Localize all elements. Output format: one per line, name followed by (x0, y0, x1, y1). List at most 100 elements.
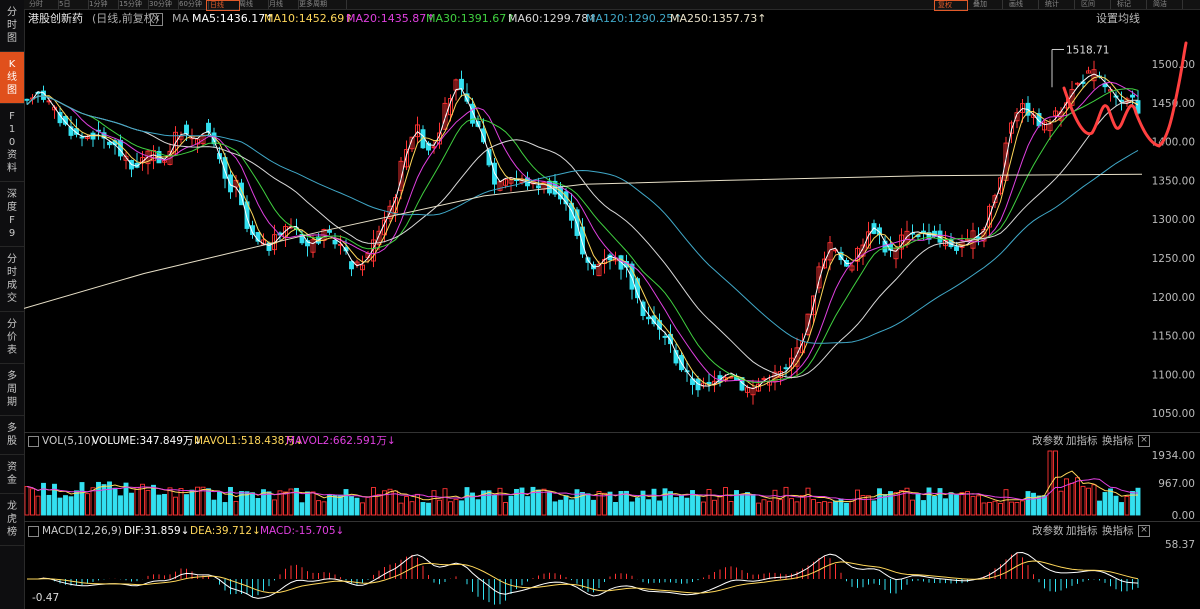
tab-period-6[interactable]: 日线 (206, 0, 240, 11)
tab-tool-6[interactable]: 简洁 (1150, 0, 1183, 9)
candle-body (822, 258, 827, 269)
price-axis-tick: 1250.00 (1152, 253, 1195, 265)
volume-bar (613, 501, 618, 516)
sidebar-item-1[interactable]: K线图 (0, 52, 24, 104)
ma-settings-button[interactable]: 设置均线 (1096, 12, 1140, 25)
hand-drawn-annotation (1062, 41, 1188, 148)
volume-bar (772, 489, 778, 516)
macd-switch-indicator-button[interactable]: 换指标 (1102, 525, 1134, 537)
tab-period-7[interactable]: 周线 (236, 0, 269, 9)
volume-bar (783, 486, 789, 516)
volume-bar (563, 495, 569, 516)
sidebar-item-3[interactable]: 深度F9 (0, 182, 24, 247)
tab-period-3[interactable]: 15分钟 (116, 0, 149, 9)
vol-add-indicator-button[interactable]: 加指标 (1066, 435, 1098, 447)
tab-tool-2[interactable]: 画线 (1006, 0, 1039, 9)
volume-bar (481, 490, 486, 516)
macd-change-params-button[interactable]: 改参数 (1032, 525, 1064, 537)
volume-bar (233, 500, 239, 516)
volume-bar (596, 491, 602, 516)
checkbox-icon[interactable] (28, 436, 39, 447)
close-icon[interactable]: × (150, 13, 163, 26)
volume-bar (343, 489, 349, 516)
volume-bar (959, 492, 965, 516)
sidebar-item-2[interactable]: F10资料 (0, 104, 24, 182)
volume-bar (893, 492, 899, 516)
candle-body (514, 179, 519, 182)
macd-add-indicator-button[interactable]: 加指标 (1066, 525, 1098, 537)
sidebar-item-label: 多周期 (7, 371, 17, 408)
volume-bar (800, 495, 805, 516)
volume-bar (332, 494, 338, 516)
volume-bar (162, 493, 167, 516)
close-icon[interactable]: × (1138, 435, 1150, 447)
candle-body (877, 227, 882, 236)
volume-bar (778, 499, 783, 516)
tab-tool-5[interactable]: 标记 (1114, 0, 1147, 9)
volume-bar (431, 490, 437, 516)
volume-bar (816, 502, 822, 516)
candle-body (85, 136, 90, 139)
volume-bar (948, 492, 954, 516)
close-icon[interactable]: × (1138, 525, 1150, 537)
sidebar-item-5[interactable]: 分价表 (0, 312, 24, 364)
macd-chart[interactable]: 58.37 -0.47 (24, 539, 1200, 609)
macd-header: MACD(12,26,9) DIF:31.859↓ DEA:39.712↓ MA… (24, 523, 1200, 539)
candle-body (371, 239, 376, 262)
volume-bar (970, 495, 976, 516)
sidebar-item-label: 资金 (7, 462, 17, 486)
ma20-line (26, 81, 1139, 383)
candle-body (954, 246, 959, 251)
candle-body (349, 261, 354, 270)
tab-tool-4[interactable]: 区间 (1078, 0, 1111, 9)
tab-tool-3[interactable]: 统计 (1042, 0, 1075, 9)
candle-body (305, 240, 310, 247)
tab-tool-1[interactable]: 叠加 (970, 0, 1003, 9)
volume-bar (85, 493, 90, 516)
volume-chart[interactable]: 1934.00 967.00 0.00 (24, 449, 1200, 521)
sidebar-item-4[interactable]: 分时成交 (0, 247, 24, 312)
sidebar-item-8[interactable]: 资金 (0, 455, 24, 494)
tab-tool-0[interactable]: 复权 (934, 0, 968, 11)
tab-period-0[interactable]: 分时 (26, 0, 59, 9)
volume-bar (690, 490, 695, 516)
candle-body (107, 141, 112, 146)
sidebar-item-7[interactable]: 多股 (0, 416, 24, 455)
candle-body (745, 387, 750, 393)
volume-bar (822, 501, 827, 516)
volume-bar (57, 497, 63, 516)
volume-bar (536, 489, 541, 516)
candle-body (833, 249, 838, 252)
volume-header: VOL(5,10) VOLUME:347.849万↓ MAVOL1:518.43… (24, 433, 1200, 449)
sidebar-item-6[interactable]: 多周期 (0, 364, 24, 416)
checkbox-icon[interactable] (28, 526, 39, 537)
volume-bar (541, 488, 547, 516)
dif-line (27, 551, 1139, 599)
volume-bar (497, 487, 503, 516)
tab-period-4[interactable]: 30分钟 (146, 0, 179, 9)
tab-period-9[interactable]: 更多周期 (296, 0, 347, 9)
candle-body (503, 178, 508, 186)
volume-bar (712, 499, 717, 516)
tab-period-8[interactable]: 月线 (266, 0, 299, 9)
volume-bar (981, 502, 987, 516)
tab-period-1[interactable]: 5日 (56, 0, 89, 9)
candle-body (470, 103, 475, 124)
candle-body (987, 205, 992, 228)
volume-bar (79, 482, 85, 516)
sidebar-item-0[interactable]: 分时图 (0, 0, 24, 52)
volume-bar (1031, 492, 1036, 516)
candle-body (596, 263, 602, 277)
vol-change-params-button[interactable]: 改参数 (1032, 435, 1064, 447)
candle-body (816, 266, 822, 289)
volume-bar (101, 484, 107, 516)
volume-bar (200, 486, 206, 516)
vol-switch-indicator-button[interactable]: 换指标 (1102, 435, 1134, 447)
ma30-readout: MA30:1391.67↑ (426, 12, 516, 25)
candlestick-chart[interactable]: 1500.001450.001400.001350.001300.001250.… (24, 28, 1200, 432)
tab-period-2[interactable]: 1分钟 (86, 0, 119, 9)
sidebar-item-9[interactable]: 龙虎榜 (0, 494, 24, 546)
volume-bar (503, 502, 508, 516)
ma120-readout: MA120:1290.25↑ (586, 12, 683, 25)
tab-period-5[interactable]: 60分钟 (176, 0, 209, 9)
